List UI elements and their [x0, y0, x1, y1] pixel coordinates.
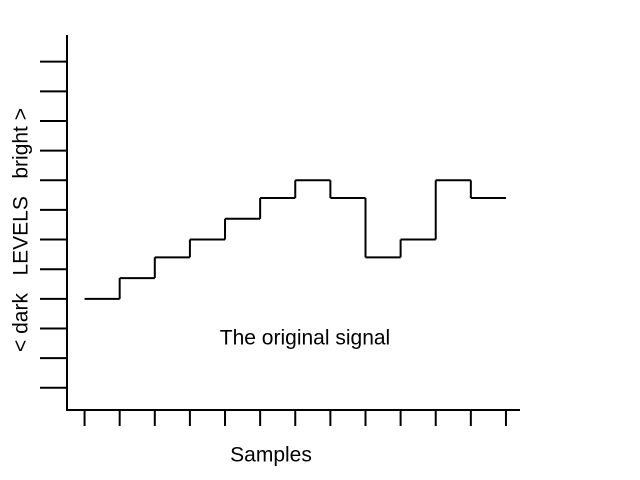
annotation: The original signal — [220, 327, 390, 350]
x-axis-label: Samples — [230, 444, 312, 467]
y-axis-label: < dark LEVELS bright > — [10, 108, 33, 352]
